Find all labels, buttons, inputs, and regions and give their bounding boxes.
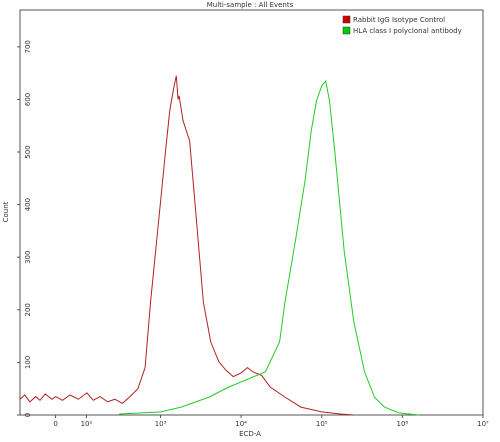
chart-title: Multi-sample : All Events (207, 1, 294, 9)
plot-frame (19, 9, 484, 416)
x-tick-label: 10⁶ (397, 420, 409, 428)
x-tick-label: 0 (53, 420, 57, 428)
y-tick-label: 500 (24, 145, 32, 158)
x-tick-label: 10⁷ (477, 420, 489, 428)
x-tick-label: 10⁵ (316, 420, 328, 428)
x-tick-label: 10² (81, 420, 93, 428)
x-tick-label: 10³ (155, 420, 167, 428)
y-tick-label: 400 (24, 198, 32, 211)
y-axis-label: Count (2, 201, 10, 222)
y-tick-label: 200 (24, 303, 32, 316)
y-tick-label: 700 (24, 40, 32, 53)
histogram-line (119, 79, 419, 416)
histogram-line (19, 75, 354, 416)
legend-label: Rabbit IgG Isotype Control (353, 16, 445, 24)
legend-swatch (342, 15, 351, 24)
x-axis-label: ECD-A (239, 430, 261, 438)
y-tick-label: 0 (24, 413, 32, 417)
y-tick-label: 300 (24, 251, 32, 264)
y-tick-label: 100 (24, 356, 32, 369)
legend-swatch (342, 26, 351, 35)
x-tick-label: 10⁴ (235, 420, 247, 428)
y-tick-label: 600 (24, 93, 32, 106)
legend-label: HLA class I polyclonal antibody (353, 27, 462, 35)
